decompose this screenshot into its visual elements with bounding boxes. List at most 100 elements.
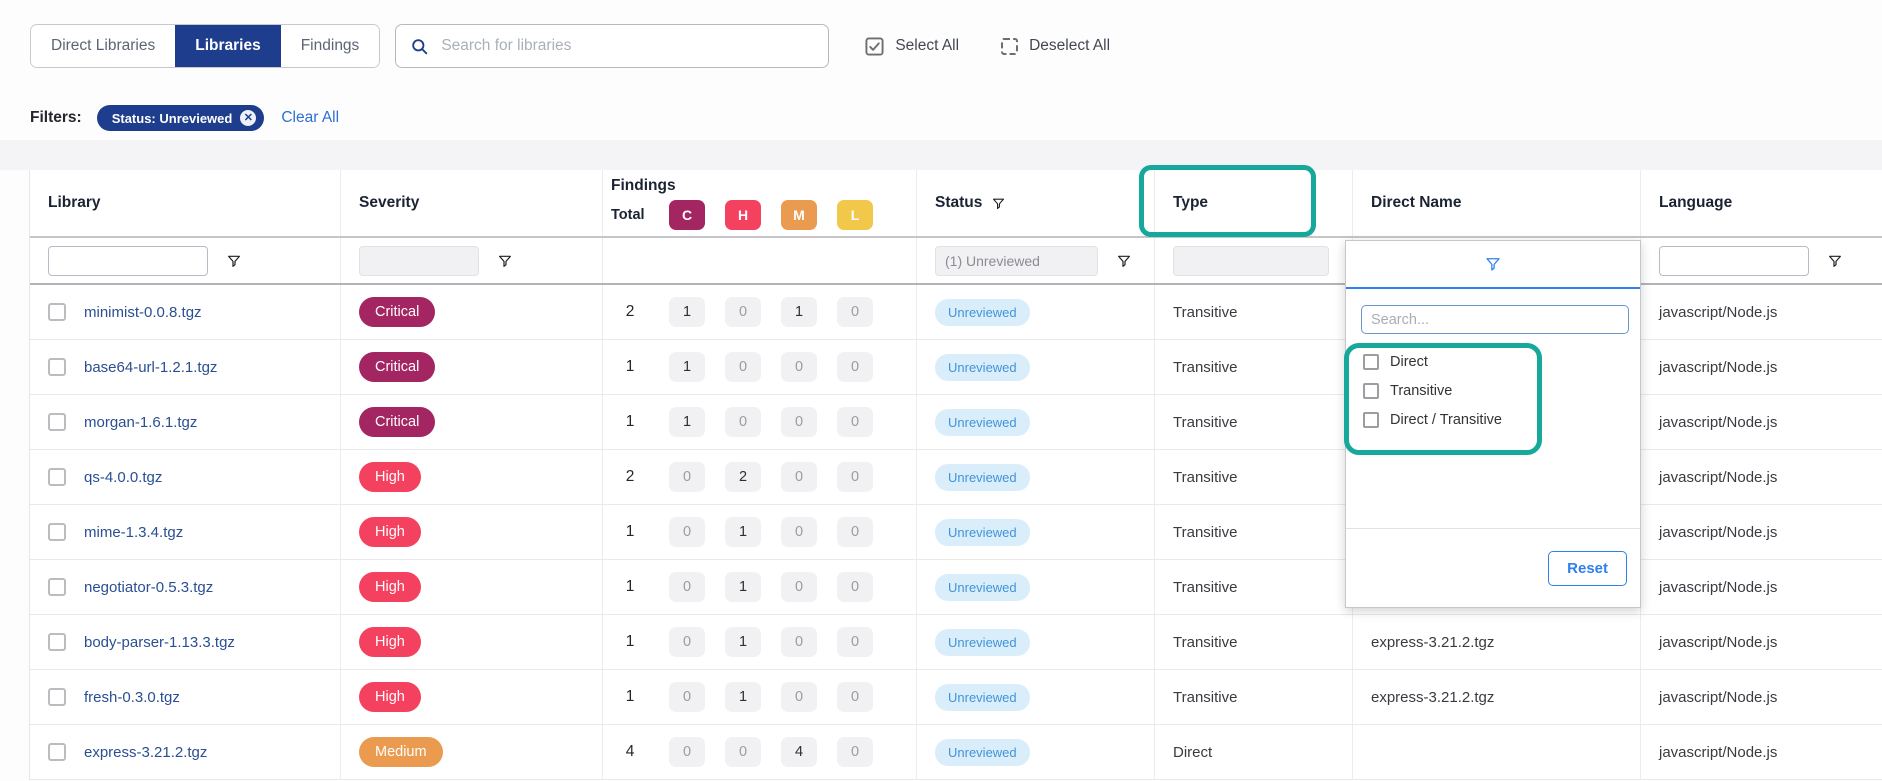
type-filter-option-label: Direct / Transitive [1390, 412, 1502, 428]
status-badge: Unreviewed [935, 738, 1030, 766]
row-checkbox[interactable] [48, 303, 66, 321]
tab-findings[interactable]: Findings [280, 25, 380, 67]
low-count-chip: 0 [837, 572, 873, 602]
status-badge: Unreviewed [935, 463, 1030, 491]
library-link[interactable]: qs-4.0.0.tgz [84, 468, 163, 486]
low-count-chip: 0 [837, 297, 873, 327]
type-value: Transitive [1155, 560, 1353, 614]
library-link[interactable]: minimist-0.0.8.tgz [84, 303, 202, 321]
language-value: javascript/Node.js [1659, 413, 1778, 431]
status-filter-pill[interactable]: Status: Unreviewed ✕ [96, 105, 265, 131]
medium-count-chip: 0 [781, 352, 817, 382]
library-link[interactable]: base64-url-1.2.1.tgz [84, 358, 218, 376]
library-search-box[interactable] [395, 24, 830, 68]
select-all-label: Select All [895, 37, 960, 54]
filters-bar: Filters: Status: Unreviewed ✕ Clear All [30, 103, 339, 133]
findings-badge-l: L [837, 199, 873, 230]
language-value: javascript/Node.js [1659, 688, 1778, 706]
tab-direct-libraries[interactable]: Direct Libraries [31, 25, 176, 67]
findings-total: 1 [625, 578, 635, 595]
severity-pill: High [359, 572, 421, 602]
row-checkbox[interactable] [48, 468, 66, 486]
row-checkbox[interactable] [48, 413, 66, 431]
row-checkbox[interactable] [48, 523, 66, 541]
status-filter-pill-label: Status: Unreviewed [111, 110, 233, 126]
high-count-chip: 1 [725, 627, 761, 657]
type-filter-option-label: Transitive [1390, 383, 1453, 399]
severity-filter-funnel-icon[interactable] [497, 253, 513, 269]
low-count-chip: 0 [837, 462, 873, 492]
type-value: Transitive [1155, 285, 1353, 339]
language-value: javascript/Node.js [1659, 303, 1778, 321]
findings-total: 1 [625, 688, 635, 705]
type-filter-input[interactable] [1173, 245, 1329, 276]
row-checkbox[interactable] [48, 743, 66, 761]
type-value: Transitive [1155, 340, 1353, 394]
library-link[interactable]: express-3.21.2.tgz [84, 743, 208, 761]
type-filter-option-direct-transitive[interactable]: Direct / Transitive [1363, 412, 1640, 428]
critical-count-chip: 0 [669, 462, 705, 492]
checkbox-icon[interactable] [1363, 412, 1379, 428]
status-badge: Unreviewed [935, 683, 1030, 711]
library-filter-funnel-icon[interactable] [226, 253, 242, 269]
findings-badge-m: M [781, 199, 817, 230]
library-link[interactable]: fresh-0.3.0.tgz [84, 688, 180, 706]
library-link[interactable]: body-parser-1.13.3.tgz [84, 633, 235, 651]
findings-total: 1 [625, 413, 635, 430]
table-row: fresh-0.3.0.tgz High 1 0 1 0 0 Unreviewe… [30, 670, 1882, 725]
library-filter-input[interactable] [48, 245, 208, 276]
high-count-chip: 1 [725, 682, 761, 712]
severity-pill: High [359, 462, 421, 492]
critical-count-chip: 0 [669, 682, 705, 712]
column-header-language: Language [1659, 194, 1733, 211]
library-link[interactable]: negotiator-0.5.3.tgz [84, 578, 214, 596]
type-filter-funnel-icon[interactable] [1484, 255, 1502, 273]
findings-badge-c: C [669, 199, 705, 230]
medium-count-chip: 0 [781, 462, 817, 492]
type-filter-option-direct[interactable]: Direct [1363, 354, 1640, 370]
type-filter-dropdown: Direct Transitive Direct / Transitive Rese… [1345, 240, 1641, 608]
direct-name-value: express-3.21.2.tgz [1353, 615, 1641, 669]
low-count-chip: 0 [837, 407, 873, 437]
row-checkbox[interactable] [48, 578, 66, 596]
deselect-all-button[interactable]: Deselect All [1001, 37, 1110, 55]
reset-button[interactable]: Reset [1548, 551, 1627, 586]
column-header-library: Library [30, 170, 341, 236]
library-link[interactable]: mime-1.3.4.tgz [84, 523, 184, 541]
severity-pill: Critical [359, 352, 436, 382]
type-filter-option-label: Direct [1390, 354, 1428, 370]
checkbox-icon[interactable] [1363, 383, 1379, 399]
filters-label: Filters: [30, 109, 82, 126]
search-input[interactable] [441, 37, 815, 55]
critical-count-chip: 0 [669, 517, 705, 547]
type-filter-option-transitive[interactable]: Transitive [1363, 383, 1640, 399]
row-checkbox[interactable] [48, 633, 66, 651]
status-filter-input[interactable] [935, 245, 1098, 276]
medium-count-chip: 0 [781, 517, 817, 547]
type-filter-dropdown-footer: Reset [1346, 528, 1640, 607]
table-top-strip [0, 140, 1882, 170]
select-all-button[interactable]: Select All [865, 36, 960, 56]
type-filter-search-input[interactable] [1361, 305, 1629, 334]
findings-total: 2 [625, 468, 635, 485]
high-count-chip: 0 [725, 737, 761, 767]
findings-total: 1 [625, 358, 635, 375]
type-value: Direct [1155, 725, 1353, 779]
checkbox-icon[interactable] [1363, 354, 1379, 370]
medium-count-chip: 0 [781, 407, 817, 437]
status-filter-funnel-icon[interactable] [1116, 253, 1132, 269]
library-link[interactable]: morgan-1.6.1.tgz [84, 413, 198, 431]
tab-libraries[interactable]: Libraries [175, 25, 281, 67]
row-checkbox[interactable] [48, 688, 66, 706]
findings-badge-h: H [725, 199, 761, 230]
row-checkbox[interactable] [48, 358, 66, 376]
language-filter-funnel-icon[interactable] [1827, 253, 1843, 269]
status-header-funnel-icon[interactable] [991, 196, 1006, 211]
critical-count-chip: 1 [669, 352, 705, 382]
low-count-chip: 0 [837, 517, 873, 547]
clear-all-link[interactable]: Clear All [281, 109, 340, 126]
language-filter-input[interactable] [1659, 245, 1809, 276]
filter-remove-icon[interactable]: ✕ [240, 110, 257, 126]
severity-filter-input[interactable] [359, 245, 479, 276]
